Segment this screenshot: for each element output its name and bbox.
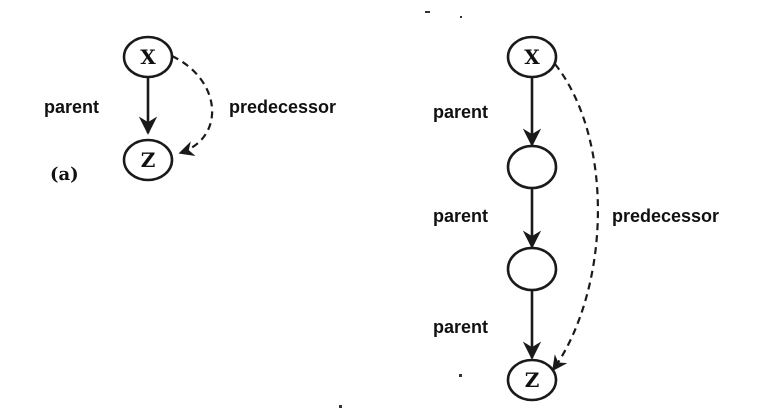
diagram-b-node-x: [506, 35, 558, 79]
diagram-a-panel-label: (a): [50, 164, 79, 185]
diagram-b-parent-label-3: parent: [433, 317, 488, 337]
diagram-b-predecessor-edge: [552, 63, 599, 372]
diagram-b-node-z: [506, 358, 558, 402]
diagram-a-predecessor-label: predecessor: [229, 97, 336, 117]
diagram-b-node-x-label: X: [524, 45, 540, 69]
diagram-a-node-z-label: Z: [141, 148, 156, 172]
scan-speck: [425, 11, 430, 13]
diagram-a-node-z: [122, 138, 174, 182]
diagram-b-node-z-label: Z: [525, 368, 540, 392]
scan-specks: [339, 11, 462, 408]
diagram-a-node-x-label: X: [140, 45, 156, 69]
scan-speck: [339, 405, 342, 408]
diagram-a-parent-label: parent: [44, 97, 99, 117]
scan-speck: [460, 16, 462, 18]
diagram-b-parent-label-1: parent: [433, 102, 488, 122]
diagram-b-node-mid-2: [506, 246, 558, 292]
scan-speck: [459, 374, 462, 377]
diagram-b-node-mid-1: [506, 144, 558, 190]
diagram-a-node-x: [122, 35, 174, 79]
diagram-a-predecessor-edge: [171, 55, 214, 157]
diagram-b-predecessor-label: predecessor: [612, 206, 719, 226]
diagram-a: X Z parent predecessor (a): [44, 35, 336, 185]
diagram-b: X Z parent parent parent predecessor: [433, 35, 719, 402]
diagram-b-parent-label-2: parent: [433, 206, 488, 226]
